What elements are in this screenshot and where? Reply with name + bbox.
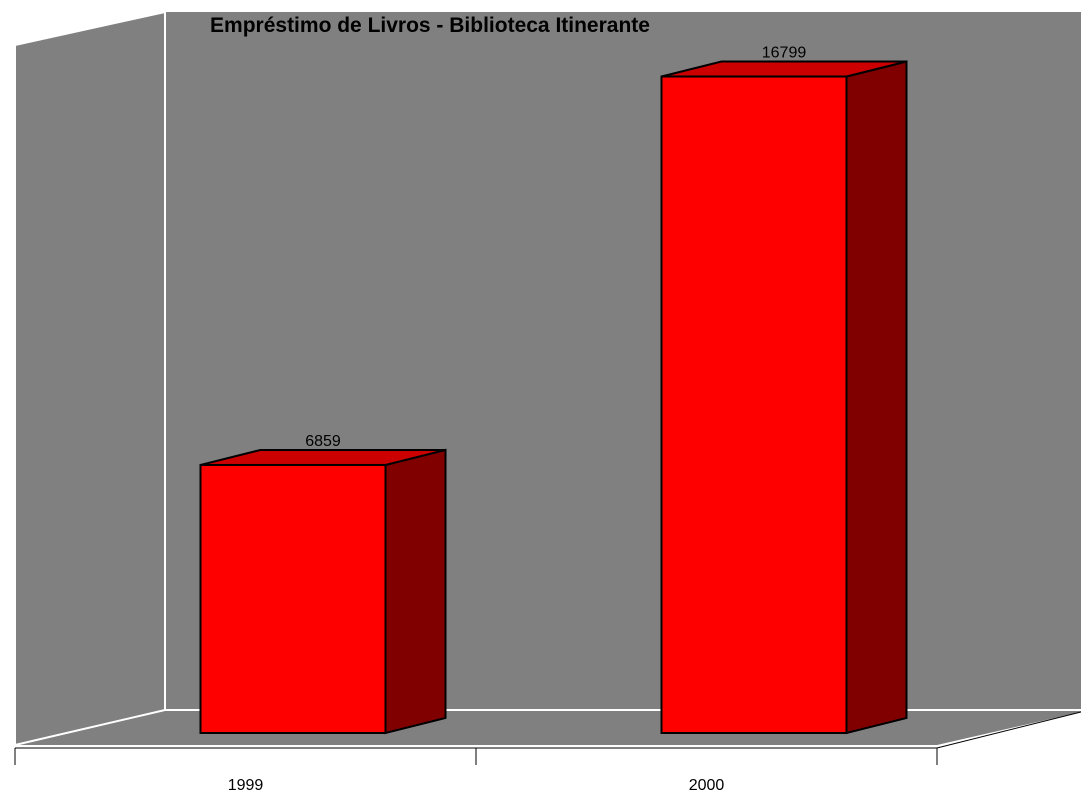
chart-title: Empréstimo de Livros - Biblioteca Itiner…: [210, 14, 650, 37]
x-tick-label: 2000: [689, 777, 725, 794]
value-label: 6859: [305, 433, 341, 450]
bar: [660, 75, 848, 734]
bar-side: [384, 448, 447, 735]
floor: [15, 710, 1081, 745]
left-wall: [15, 12, 165, 745]
x-tick-label: 1999: [228, 777, 264, 794]
wall-edge: [14, 11, 166, 745]
bar: [199, 463, 387, 734]
value-label: 16799: [762, 45, 807, 62]
bar-side: [845, 60, 908, 735]
